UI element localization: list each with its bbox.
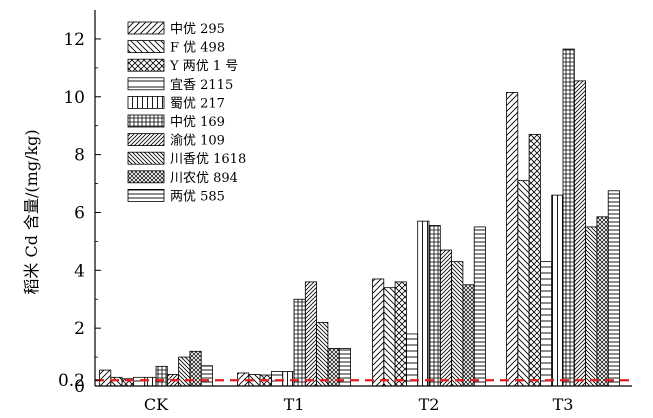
bar-t1-series-4 <box>270 371 284 387</box>
y-axis-label: 稻米 Cd 含量/(mg/kg) <box>22 129 41 294</box>
legend-label-6: 中优 169 <box>170 115 225 130</box>
bar-ck-series-4 <box>132 376 146 387</box>
bar-ck-series-1 <box>99 369 112 387</box>
bar-t3-series-6 <box>562 48 575 387</box>
legend-swatch-1 <box>127 21 165 35</box>
legend-swatch-10 <box>127 188 165 202</box>
axes-group: 00.2 2 4 6 8 10 12 CK T1 T2 T3 <box>58 10 632 414</box>
legend-label-8: 川香优 1618 <box>170 152 246 167</box>
bar-t3-series-7 <box>573 80 586 387</box>
bar-t2-series-6 <box>428 225 441 387</box>
bar-t2-series-2 <box>383 287 396 387</box>
y-tick-label-6: 6 <box>74 203 85 223</box>
bar-t3-series-3 <box>528 133 541 387</box>
y-tick-label-10: 10 <box>63 88 85 108</box>
y-tick-label-0.2: 0.2 <box>58 371 85 391</box>
legend-swatch-3 <box>127 58 165 72</box>
bar-t1-series-6 <box>293 298 306 387</box>
legend-label-9: 川农优 894 <box>170 171 238 186</box>
x-tick-label-ck: CK <box>144 395 169 414</box>
legend-label-1: 中优 295 <box>170 22 225 37</box>
x-tick-label-t1: T1 <box>284 395 305 414</box>
bar-t2-series-4 <box>405 333 419 387</box>
legend-label-7: 渝优 109 <box>170 133 225 149</box>
bar-t3-series-4 <box>540 261 553 387</box>
legend-label-4: 宜香 2115 <box>170 78 233 93</box>
legend-label-5: 蜀优 217 <box>170 96 225 111</box>
legend-label-2: F 优 498 <box>170 41 225 56</box>
bar-t2-series-8 <box>451 261 464 387</box>
y-tick-label-12: 12 <box>63 30 85 50</box>
y-tick-label-4: 4 <box>74 261 85 281</box>
bar-t3-series-2 <box>517 180 530 387</box>
bar-t3-series-9 <box>596 216 609 387</box>
bar-t1-series-7 <box>304 281 317 387</box>
legend-swatch-8 <box>127 151 165 165</box>
bar-t2-series-9 <box>462 284 475 387</box>
legend-label-10: 两优 585 <box>170 189 225 204</box>
bar-t2-series-1 <box>372 278 385 387</box>
legend-swatch-6 <box>127 114 165 128</box>
legend-swatch-9 <box>127 170 165 184</box>
bar-ck-series-6 <box>155 365 168 387</box>
legend-swatch-4 <box>127 77 165 91</box>
bar-ck-series-5 <box>144 376 157 387</box>
bar-t2-series-7 <box>439 249 452 387</box>
bar-t3-series-10 <box>607 190 620 387</box>
x-tick-label-t3: T3 <box>553 395 574 414</box>
bar-t2-series-10 <box>473 226 486 387</box>
bar-ck-series-2 <box>110 376 123 387</box>
legend: 中优 295 F 优 498 Y 两优 1 号宜香 2115 蜀优 217 中优 169… <box>127 21 246 204</box>
legend-swatch-2 <box>127 40 165 53</box>
y-tick-label-2: 2 <box>74 319 85 339</box>
bar-t1-series-5 <box>282 371 295 387</box>
bar-t3-series-5 <box>551 194 564 387</box>
bar-t3-series-8 <box>585 226 598 387</box>
legend-swatch-7 <box>127 133 165 147</box>
bar-ck-series-10 <box>200 365 213 387</box>
y-tick-label-0: 0 <box>74 377 85 397</box>
bar-t2-series-5 <box>417 220 430 387</box>
bar-ck-series-8 <box>178 356 191 387</box>
x-tick-label-t2: T2 <box>419 395 440 414</box>
bar-t3-series-1 <box>506 92 519 387</box>
y-tick-label-8: 8 <box>74 146 85 166</box>
legend-label-3: Y 两优 1 号 <box>169 59 238 74</box>
bar-t2-series-3 <box>394 281 407 387</box>
bar-t1-series-8 <box>316 321 329 387</box>
bars-group <box>99 48 620 387</box>
legend-swatch-5 <box>127 96 165 109</box>
